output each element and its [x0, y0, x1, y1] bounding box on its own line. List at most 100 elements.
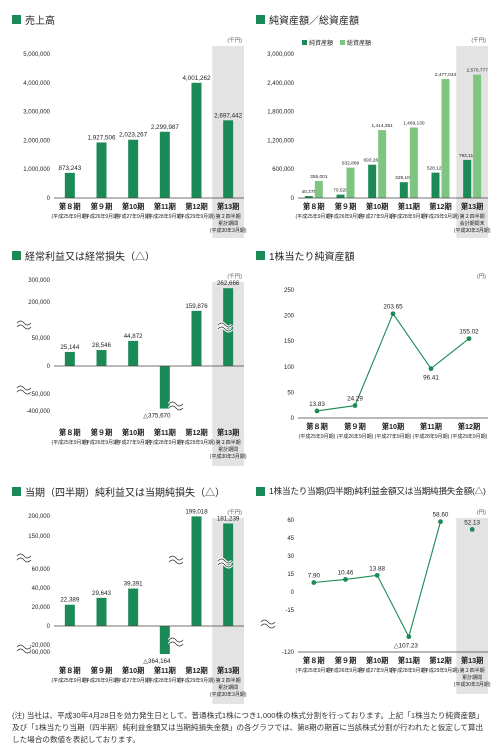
y-tick-label: 50	[287, 390, 294, 396]
bar-value-label: 2,697,442	[214, 112, 243, 119]
y-tick-label: 3,000,000	[23, 110, 50, 116]
y-tick-label: 150,000	[28, 534, 50, 540]
y-tick-label: 1,800,000	[267, 110, 294, 116]
x-category-label: 第12期	[429, 202, 451, 211]
bar	[159, 626, 170, 654]
bar-value-label: △364,164	[143, 658, 171, 665]
y-tick-label: 15	[287, 572, 294, 578]
panel-title: 純資産額／総資産額	[256, 12, 359, 27]
x-period-label: (平成29年9月期)	[422, 213, 459, 220]
chart-net-income: (千円) 200,000 150,000 60,000 40,000 20,000 0 -20…	[15, 508, 247, 704]
bar	[191, 310, 202, 366]
point-value-label: 58.60	[433, 512, 449, 519]
x-category-label: 第10期	[366, 202, 388, 211]
bar-value-label: 2,570,777	[466, 68, 488, 74]
x-period-label: (平成29年9月期)	[178, 677, 215, 684]
bar	[336, 194, 345, 198]
bar	[96, 597, 107, 626]
scale-break-mark	[16, 644, 32, 654]
x-period-label: (平成27年9月期)	[115, 213, 152, 220]
x-category-label: 第10期	[366, 656, 388, 665]
x-category-label: 第９期	[91, 666, 113, 675]
panel-net-total-assets: 純資産額／総資産額 (千円) 0 600,000 1,200,000 1,800,000…	[256, 12, 492, 238]
title-text: 売上高	[25, 15, 55, 27]
x-period-label: (平成25年9月期)	[295, 667, 332, 674]
point-value-label: 155.02	[459, 329, 479, 336]
x-period-label: (平成30年3月期)	[210, 691, 247, 698]
title-text: 1株当たり当期(四半期)純利益金額又は当期純損失金額(△)	[269, 486, 486, 496]
y-tick-label: 0	[291, 590, 295, 596]
x-category-label: 第11期	[154, 428, 176, 437]
bar-value-label: 1,469,130	[403, 120, 425, 126]
x-period-label: (平成25年9月期)	[295, 213, 332, 220]
x-period-label: (平成29年9月期)	[178, 213, 215, 220]
x-category-label: 第12期	[185, 202, 207, 211]
x-category-label: 第８期	[59, 666, 81, 675]
x-period-label: (平成28年9月期)	[146, 677, 183, 684]
point-value-label: 7.90	[308, 573, 321, 580]
scale-break-mark	[168, 401, 184, 411]
data-point	[352, 403, 358, 408]
data-point	[466, 336, 472, 342]
bar	[314, 180, 323, 198]
y-tick-label: 2,400,000	[267, 81, 294, 87]
bar-value-label: 2,023,267	[119, 132, 148, 139]
data-point	[469, 527, 475, 532]
point-value-label: 13.88	[369, 565, 385, 572]
bar-value-label: 693,268	[363, 158, 381, 164]
x-period-label: (平成30年3月期)	[454, 227, 491, 234]
x-period-label: (平成28年9月期)	[390, 667, 427, 674]
bar-value-label: 329,103	[395, 175, 413, 181]
x-period-label: 第２四半期	[216, 213, 241, 220]
scale-break-mark	[16, 320, 32, 330]
x-category-label: 第13期	[217, 202, 239, 211]
bar-value-label: 873,243	[58, 165, 81, 172]
y-tick-label: -120	[282, 650, 295, 656]
unit-label: (千円)	[227, 36, 242, 44]
point-value-label: 203.65	[383, 304, 403, 311]
bar	[409, 127, 418, 198]
unit-label: (千円)	[227, 508, 242, 516]
bar	[431, 172, 440, 198]
x-period-label: (平成25年9月期)	[299, 433, 336, 440]
x-category-label: 第８期	[59, 428, 81, 437]
bar-value-label: 28,546	[92, 342, 111, 349]
bar	[96, 350, 107, 366]
x-category-label: 第13期	[461, 202, 483, 211]
point-value-label: 52.13	[464, 519, 480, 526]
x-period-label: (平成26年9月期)	[83, 213, 120, 220]
x-period-label: (平成27年9月期)	[115, 439, 152, 446]
y-tick-label: -400,000	[26, 409, 50, 415]
footnote: (注) 当社は、平成30年4月28日を効力発生日として、普通株式1株につき1,0…	[12, 711, 484, 744]
x-period-label: (平成29年9月期)	[422, 667, 459, 674]
legend-label: 純資産額	[309, 39, 333, 47]
data-point	[343, 577, 348, 582]
shaded-period-bg	[456, 518, 488, 694]
bar-value-label: 159,876	[185, 303, 208, 310]
chart-sales: (千円) 0 1,000,000 2,000,000 3,000,000 4,000,00…	[23, 36, 247, 238]
unit-label: (円)	[477, 509, 486, 516]
y-tick-label: -20,000	[30, 643, 51, 649]
x-period-label: (平成30年3月期)	[210, 227, 247, 234]
x-category-label: 第12期	[429, 656, 451, 665]
y-tick-label: 1,200,000	[267, 138, 294, 144]
x-period-label: (平成28年9月期)	[146, 439, 183, 446]
scale-break-mark	[16, 553, 32, 563]
x-period-label: (平成27年9月期)	[375, 433, 412, 440]
bar-value-label: 1,927,506	[87, 134, 116, 141]
bar	[128, 588, 139, 626]
x-period-label: 第２四半期	[460, 213, 485, 220]
bar	[346, 167, 355, 198]
x-category-label: 第９期	[91, 428, 113, 437]
bar	[223, 120, 234, 198]
data-point	[428, 366, 434, 372]
y-tick-label: 250	[284, 288, 295, 294]
x-period-label: (平成26年9月期)	[337, 433, 374, 440]
x-category-label: 第10期	[122, 202, 144, 211]
bar	[128, 139, 139, 198]
y-tick-label: 200,000	[28, 514, 50, 520]
y-tick-label: 45	[287, 536, 294, 542]
chart-ordinary-income: (千円) 300,000 200,000 50,000 0 -50,000 -400,000…	[15, 272, 247, 466]
bar-value-label: △375,670	[143, 413, 171, 420]
panel-ordinary-income: 経常利益又は経常損失（△） (千円) 300,000 200,000 50,000 0 -…	[12, 248, 248, 474]
